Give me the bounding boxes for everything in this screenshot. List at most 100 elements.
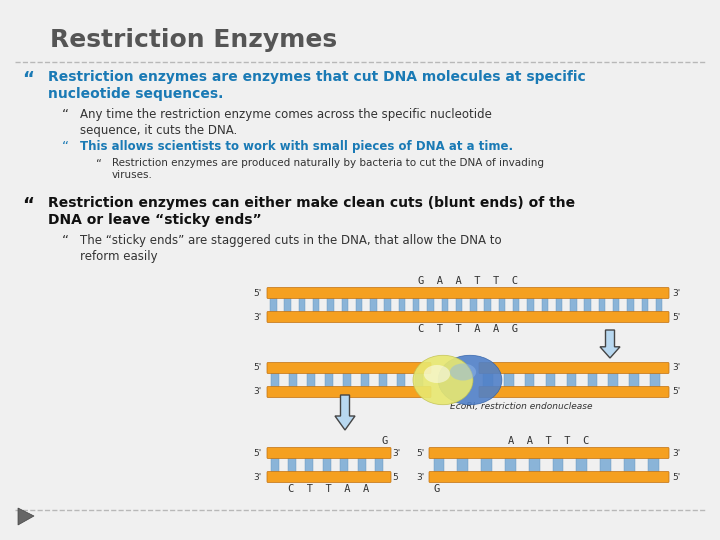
Ellipse shape [413,355,473,405]
Text: 5': 5' [253,363,262,373]
Bar [288,457,296,472]
Text: 5': 5' [672,388,680,396]
Ellipse shape [424,365,450,383]
Bar [608,373,618,388]
Bar [289,373,297,388]
Bar [567,373,576,388]
Bar [313,298,320,313]
Bar [577,457,588,472]
Bar [358,457,366,472]
Text: 5': 5' [672,313,680,321]
Text: 5': 5' [253,449,262,457]
Bar [485,298,491,313]
Bar [499,298,505,313]
Bar [541,298,548,313]
Text: EcoRI, restriction endonuclease: EcoRI, restriction endonuclease [450,402,593,410]
FancyBboxPatch shape [429,471,669,483]
Bar [627,298,634,313]
FancyBboxPatch shape [267,471,391,483]
Text: This allows scientists to work with small pieces of DNA at a time.: This allows scientists to work with smal… [80,140,513,153]
Text: “: “ [22,70,34,88]
Bar [483,373,492,388]
Text: 3': 3' [253,472,262,482]
Bar [556,298,562,313]
Text: “: “ [96,158,102,168]
Bar [415,373,423,388]
Bar [599,298,606,313]
Bar [525,373,534,388]
Bar [341,457,348,472]
Bar [470,298,477,313]
Bar [427,298,433,313]
Bar [328,298,334,313]
Text: Restriction enzymes are produced naturally by bacteria to cut the DNA of invadin: Restriction enzymes are produced natural… [112,158,544,180]
Bar [505,457,516,472]
FancyBboxPatch shape [429,448,669,458]
Text: “: “ [62,108,69,122]
Bar [375,457,383,472]
Text: A  A  T  T  C: A A T T C [508,435,590,445]
Text: 5: 5 [392,472,397,482]
Bar [656,298,662,313]
Bar [624,457,635,472]
Bar [413,298,420,313]
Bar [457,457,468,472]
Text: C  T  T  A  A: C T T A A [289,484,369,495]
FancyBboxPatch shape [267,287,669,299]
Text: 3': 3' [672,363,680,373]
Bar [343,373,351,388]
Text: “: “ [62,234,69,248]
FancyBboxPatch shape [267,448,391,458]
FancyBboxPatch shape [479,362,669,374]
Polygon shape [18,508,34,525]
Bar [570,298,577,313]
Bar [361,373,369,388]
Text: G  A  A  T  T  C: G A A T T C [418,275,518,286]
Text: 5': 5' [253,288,262,298]
Bar [481,457,492,472]
Bar [307,373,315,388]
Bar [433,457,444,472]
Bar [629,373,639,388]
Text: “: “ [22,196,34,214]
FancyBboxPatch shape [267,312,669,322]
Bar [456,298,462,313]
Text: Restriction enzymes are enzymes that cut DNA molecules at specific
nucleotide se: Restriction enzymes are enzymes that cut… [48,70,586,102]
Bar [528,457,539,472]
Bar [397,373,405,388]
Bar [271,457,279,472]
Bar [552,457,563,472]
Text: 3': 3' [253,313,262,321]
Text: 3': 3' [417,472,425,482]
Bar [341,298,348,313]
Bar [600,457,611,472]
Bar [513,298,520,313]
Bar [271,373,279,388]
Text: C  T  T  A  A  G: C T T A A G [418,325,518,334]
Text: G: G [434,484,440,495]
Text: 5': 5' [672,472,680,482]
Text: The “sticky ends” are staggered cuts in the DNA, that allow the DNA to
reform ea: The “sticky ends” are staggered cuts in … [80,234,502,263]
Bar [588,373,597,388]
Text: G: G [382,435,388,445]
Bar [648,457,659,472]
Bar [356,298,362,313]
Bar [504,373,513,388]
Bar [546,373,555,388]
Text: Restriction Enzymes: Restriction Enzymes [50,28,337,52]
Bar [527,298,534,313]
Bar [613,298,619,313]
Bar [441,298,448,313]
Bar [284,298,291,313]
FancyBboxPatch shape [267,387,431,397]
Text: 3': 3' [672,449,680,457]
Bar [585,298,591,313]
Bar [323,457,330,472]
Bar [642,298,648,313]
Bar [305,457,313,472]
Bar [299,298,305,313]
Bar [270,298,276,313]
Text: 3': 3' [253,388,262,396]
Polygon shape [600,330,620,358]
Text: 5': 5' [417,449,425,457]
